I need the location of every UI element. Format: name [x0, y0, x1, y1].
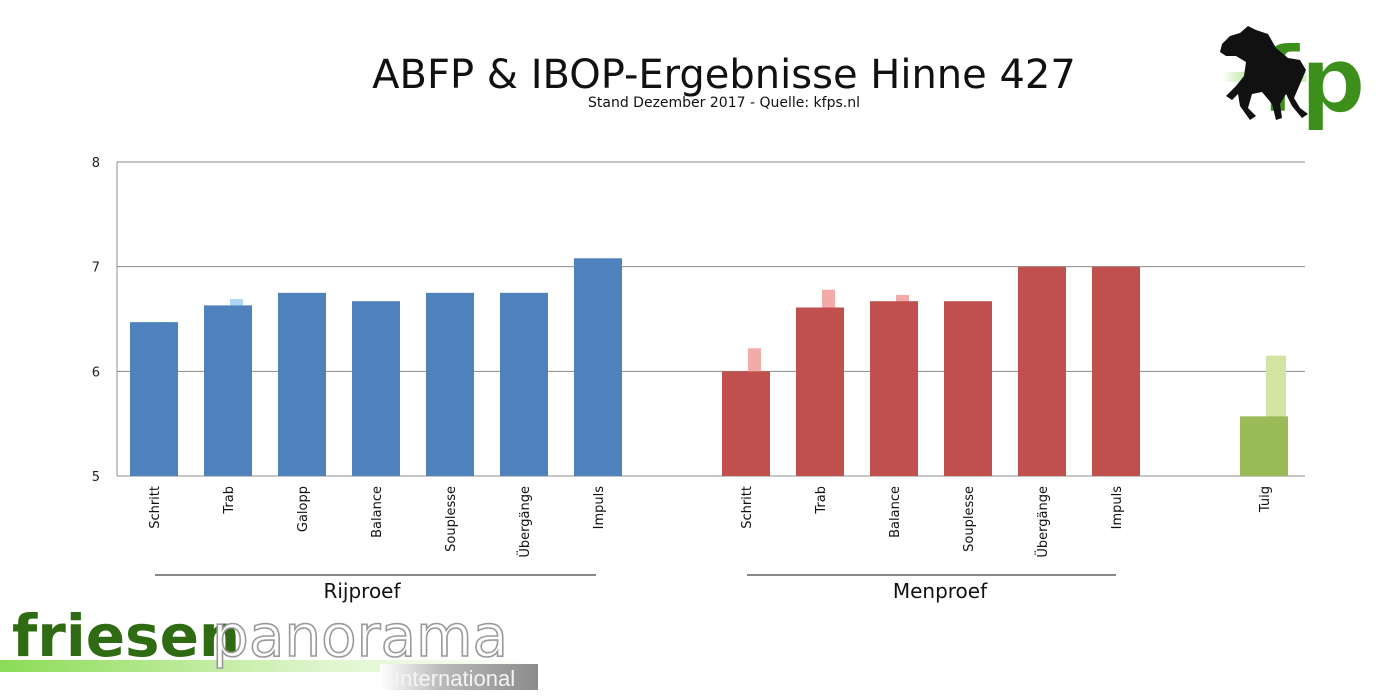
x-tick-label: Schritt — [148, 486, 163, 529]
footer-word-friesen: friesen — [12, 602, 240, 670]
plot-area: 5 6 7 8 Schritt Trab Galopp Balance Souplesse Übe… — [92, 156, 1305, 603]
bar-main — [426, 292, 474, 476]
x-tick-label: Balance — [888, 486, 903, 538]
x-tick-label: Schritt — [740, 486, 755, 529]
group-label: Rijproef — [323, 579, 401, 603]
bar-main — [130, 322, 178, 476]
footer-word-panorama: panorama — [212, 602, 508, 670]
x-tick-label: Übergänge — [1034, 486, 1051, 558]
fp-logo: fp — [1220, 26, 1367, 135]
x-tick-label: Balance — [370, 486, 385, 538]
chart-subtitle: Stand Dezember 2017 - Quelle: kfps.nl — [588, 95, 860, 111]
bar-main — [500, 292, 548, 476]
x-tick-label: Übergänge — [516, 486, 533, 558]
x-tick-label: Impuls — [592, 486, 607, 530]
y-tick-label: 8 — [92, 156, 100, 171]
x-tick-label: Souplesse — [444, 486, 459, 552]
bar-main — [796, 307, 844, 476]
bar-main — [1092, 266, 1140, 476]
chart-title: ABFP & IBOP-Ergebnisse Hinne 427 — [372, 52, 1076, 98]
x-tick-label: Galopp — [296, 486, 311, 532]
x-tick-label: Tuig — [1258, 486, 1273, 513]
bar-main — [352, 301, 400, 476]
bar-main — [944, 301, 992, 476]
x-tick-label: Trab — [814, 486, 829, 515]
bar-main — [278, 292, 326, 476]
y-tick-label: 7 — [92, 261, 100, 276]
bar-main — [1018, 266, 1066, 476]
bar-main — [204, 305, 252, 476]
group-label: Menproef — [893, 579, 988, 603]
bar-main — [574, 258, 622, 476]
bar-main — [870, 301, 918, 476]
horse-silhouette-icon — [1220, 26, 1308, 120]
bar-main — [722, 371, 770, 476]
y-tick-label: 5 — [92, 470, 100, 485]
footer-logo: friesen panorama International — [0, 601, 540, 691]
x-tick-label: Impuls — [1110, 486, 1125, 530]
footer-word-international: International — [394, 666, 515, 691]
x-tick-label: Souplesse — [962, 486, 977, 552]
bar-main — [1240, 416, 1288, 476]
y-tick-label: 6 — [92, 365, 100, 380]
x-tick-label: Trab — [222, 486, 237, 515]
